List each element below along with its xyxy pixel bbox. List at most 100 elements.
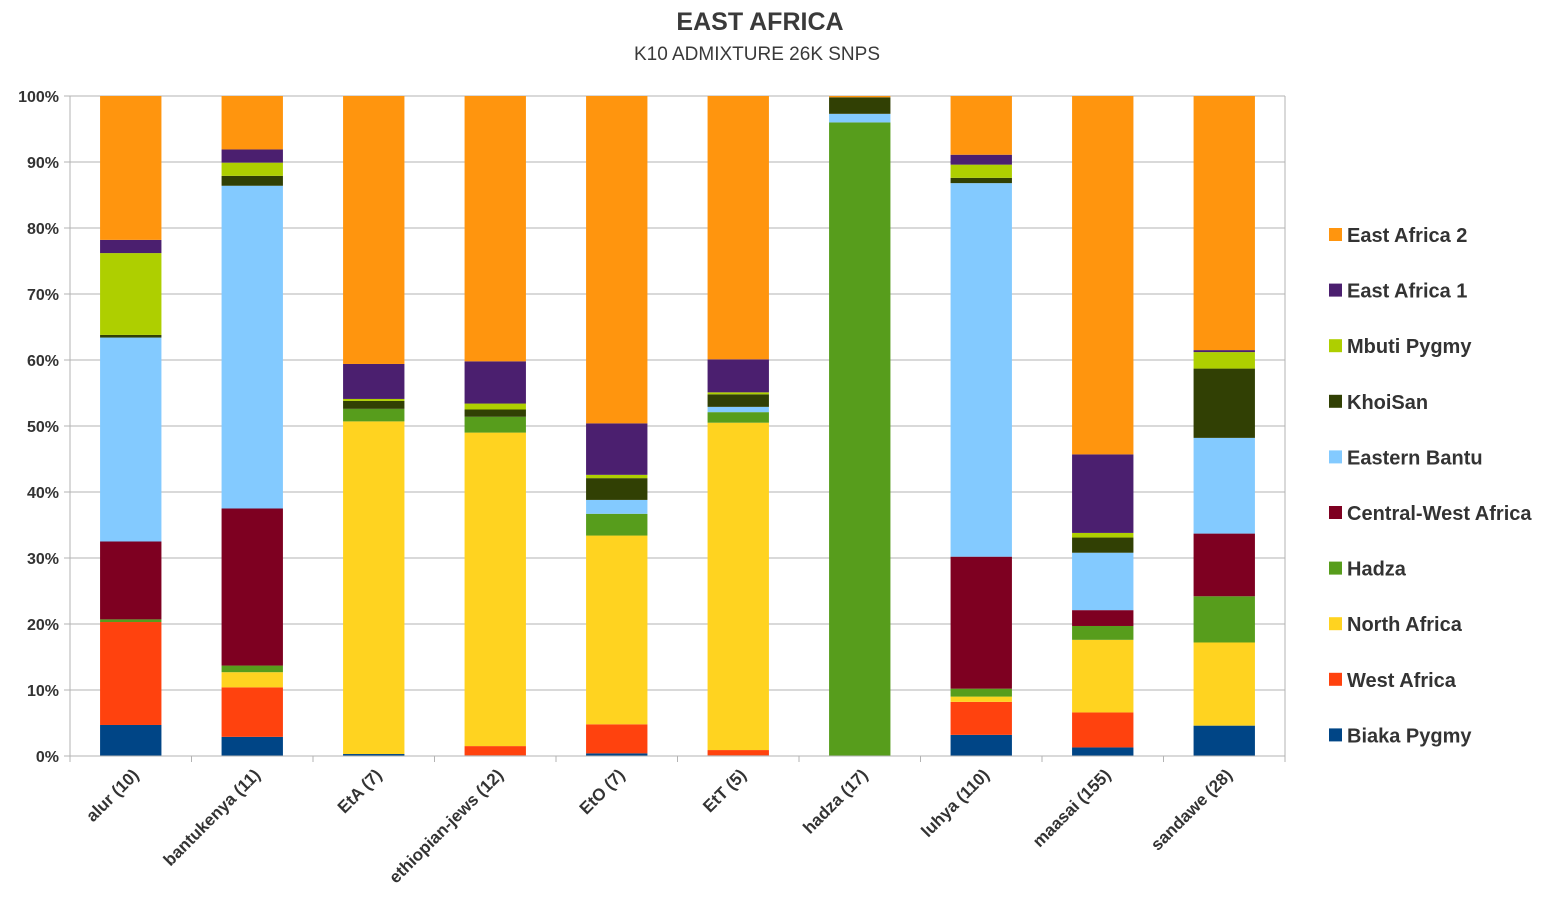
bar-segment <box>707 96 769 360</box>
legend-swatch <box>1329 339 1342 353</box>
legend-swatch <box>1329 506 1342 519</box>
bar-segment <box>221 665 283 673</box>
bar-segment <box>950 696 1012 702</box>
bar-segment <box>1072 625 1134 640</box>
bar-segment <box>1193 725 1255 756</box>
y-tick-label: 20% <box>27 617 59 634</box>
bar-segment <box>1193 642 1255 726</box>
bar-segment <box>1072 712 1134 748</box>
bar-segment <box>829 113 891 123</box>
legend-label: Biaka Pygmy <box>1347 725 1472 747</box>
bar-segment <box>950 701 1012 735</box>
bar-segment <box>1072 610 1134 626</box>
bar-segment <box>100 253 162 335</box>
y-tick-label: 100% <box>18 89 59 106</box>
bar-segment <box>464 361 526 404</box>
bar-segment <box>1072 639 1134 713</box>
bar-segment <box>221 149 283 163</box>
bar-segment <box>707 359 769 393</box>
y-tick-label: 0% <box>36 749 59 766</box>
legend-swatch <box>1329 283 1342 297</box>
legend-label: West Africa <box>1347 670 1457 692</box>
bar-segment <box>100 337 162 542</box>
bar-segment <box>343 400 405 409</box>
bar-segment <box>707 394 769 407</box>
bar-segment <box>829 96 891 98</box>
legend-label: East Africa 1 <box>1347 281 1467 303</box>
bar-segment <box>586 535 648 725</box>
x-tick-label: alur (10) <box>82 765 142 825</box>
bar-segment <box>343 363 405 399</box>
legend-swatch <box>1329 728 1342 742</box>
bar-segment <box>829 122 891 756</box>
legend-label: North Africa <box>1347 614 1463 636</box>
legend-label: KhoiSan <box>1347 392 1428 414</box>
bar-segment <box>950 734 1012 756</box>
x-tick-label: hadza (17) <box>799 765 871 837</box>
chart-subtitle: K10 ADMIXTURE 26K SNPS <box>634 44 880 65</box>
bar-segment <box>343 421 405 755</box>
bar-segment <box>464 746 526 756</box>
y-tick-label: 50% <box>27 419 59 436</box>
legend-label: Hadza <box>1347 559 1407 581</box>
bar-segment <box>950 688 1012 697</box>
bar-segment <box>586 753 648 756</box>
bar-segment <box>586 513 648 536</box>
legend-swatch <box>1329 394 1342 408</box>
bar-segment <box>1072 532 1134 538</box>
bar-segment <box>950 177 1012 184</box>
bar-segment <box>586 423 648 475</box>
x-tick-label: bantukenya (11) <box>160 765 264 869</box>
bar-segment <box>1072 454 1134 533</box>
bar-segment <box>100 239 162 254</box>
bar-segment <box>1193 437 1255 534</box>
bar-segment <box>829 97 891 114</box>
bar-segment <box>1193 533 1255 597</box>
bar-segment <box>343 408 405 422</box>
legend-label: Eastern Bantu <box>1347 447 1483 469</box>
x-tick-label: luhya (110) <box>918 765 994 841</box>
bar-segment <box>1193 96 1255 351</box>
bar-segment <box>221 185 283 509</box>
x-tick-label: EtT (5) <box>699 765 750 816</box>
bar-segment <box>586 499 648 514</box>
x-tick-label: EtA (7) <box>334 765 386 817</box>
bar-segment <box>586 478 648 500</box>
bar-segment <box>950 164 1012 178</box>
bar-segment <box>1072 747 1134 756</box>
y-tick-label: 30% <box>27 551 59 568</box>
bar-segment <box>221 96 283 150</box>
bar-segment <box>707 412 769 423</box>
legend-swatch <box>1329 450 1342 464</box>
bar-segment <box>1072 96 1134 455</box>
bar-segment <box>950 96 1012 155</box>
bar-segment <box>707 422 769 751</box>
bar-segment <box>343 96 405 364</box>
legend-swatch <box>1329 672 1342 686</box>
bar-segment <box>950 183 1012 557</box>
bar-segment <box>343 398 405 401</box>
bar-segment <box>464 409 526 417</box>
bar-segment <box>464 403 526 410</box>
bar-segment <box>100 96 162 240</box>
y-tick-label: 80% <box>27 221 59 238</box>
y-tick-label: 40% <box>27 485 59 502</box>
bar-segment <box>586 96 648 424</box>
bar-segment <box>100 724 162 756</box>
x-tick-label: ethiopian-jews (12) <box>385 765 507 887</box>
bar-segment <box>464 432 526 747</box>
bar-segment <box>1193 350 1255 353</box>
y-tick-label: 70% <box>27 287 59 304</box>
bar-segment <box>586 474 648 479</box>
bar-segment <box>100 622 162 725</box>
bar-segment <box>221 162 283 176</box>
bar-segment <box>221 687 283 737</box>
bar-segment <box>1072 537 1134 553</box>
legend-label: East Africa 2 <box>1347 225 1467 247</box>
bar-segment <box>586 724 648 754</box>
y-tick-label: 90% <box>27 155 59 172</box>
legend-swatch <box>1329 228 1342 241</box>
bar-segment <box>950 556 1012 689</box>
chart-title: EAST AFRICA <box>676 8 843 36</box>
